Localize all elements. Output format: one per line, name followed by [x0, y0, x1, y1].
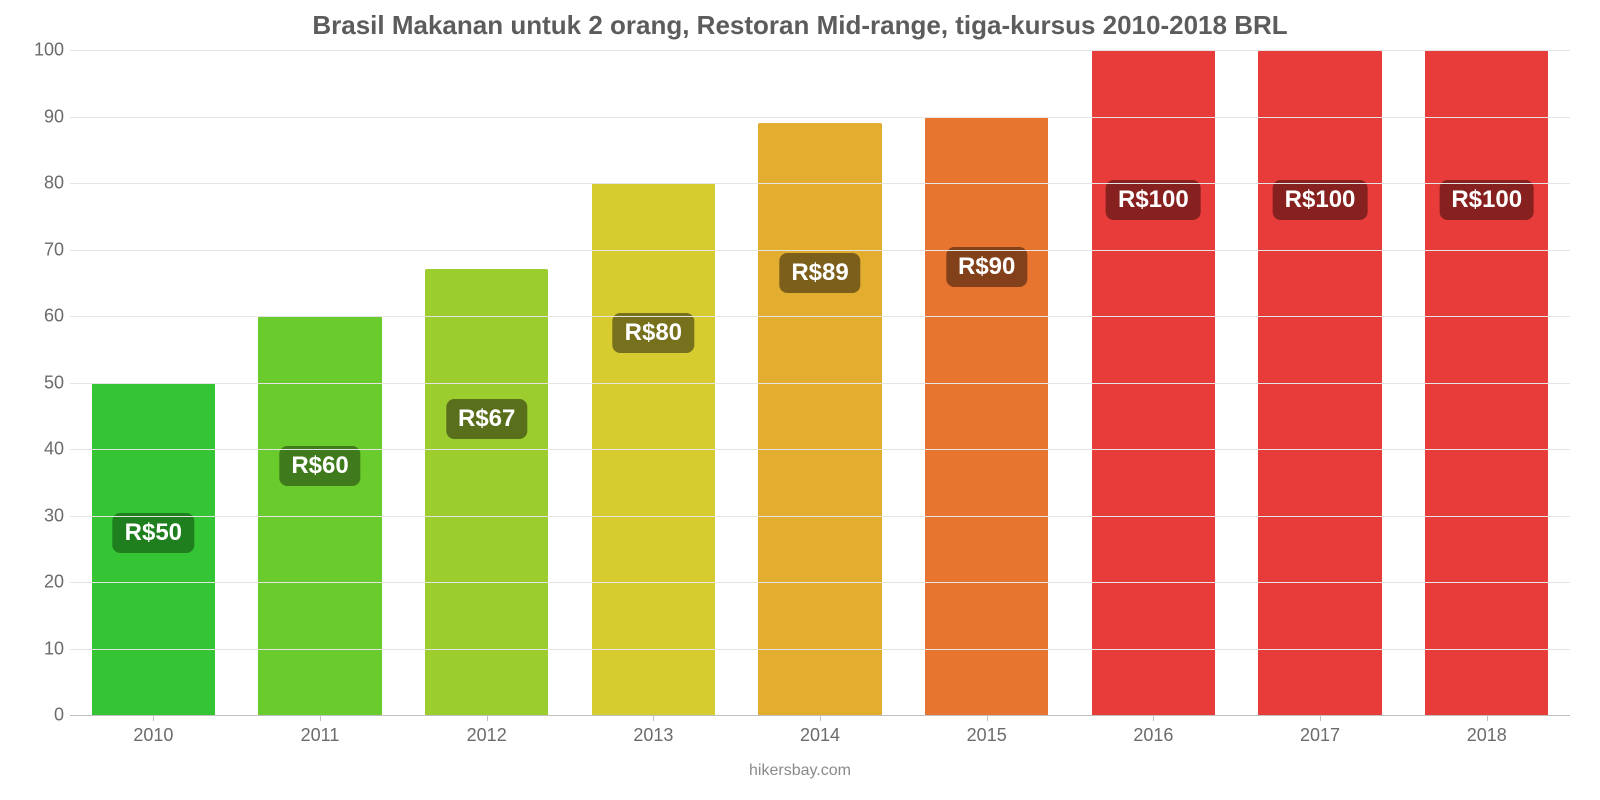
value-badge: R$60 [279, 446, 360, 486]
chart-container: Brasil Makanan untuk 2 orang, Restoran M… [0, 0, 1600, 800]
bar: R$90 [925, 117, 1048, 716]
x-tick-label: 2011 [237, 725, 404, 746]
gridline [70, 50, 1570, 51]
y-tick-label: 60 [30, 306, 64, 327]
plot-area: R$50R$60R$67R$80R$89R$90R$100R$100R$100 … [70, 50, 1570, 716]
x-tickmark [653, 715, 654, 721]
y-tick-label: 80 [30, 173, 64, 194]
value-badge: R$50 [113, 513, 194, 553]
x-tick-label: 2014 [737, 725, 904, 746]
x-tick-label: 2015 [903, 725, 1070, 746]
y-tick-label: 10 [30, 638, 64, 659]
value-badge: R$80 [613, 313, 694, 353]
x-tick-label: 2013 [570, 725, 737, 746]
gridline [70, 250, 1570, 251]
y-tick-label: 50 [30, 372, 64, 393]
value-badge: R$67 [446, 399, 527, 439]
gridline [70, 383, 1570, 384]
x-tickmark [487, 715, 488, 721]
x-tickmark [820, 715, 821, 721]
value-badge: R$89 [779, 253, 860, 293]
bar: R$89 [758, 123, 881, 715]
x-tick-label: 2010 [70, 725, 237, 746]
y-tick-label: 30 [30, 505, 64, 526]
x-tickmark [1153, 715, 1154, 721]
x-tick-label: 2016 [1070, 725, 1237, 746]
x-tickmark [1487, 715, 1488, 721]
bar: R$50 [92, 383, 215, 716]
x-tick-label: 2012 [403, 725, 570, 746]
x-tickmark [1320, 715, 1321, 721]
gridline [70, 449, 1570, 450]
x-axis: 201020112012201320142015201620172018 [70, 725, 1570, 746]
y-tick-label: 70 [30, 239, 64, 260]
value-badge: R$100 [1439, 180, 1534, 220]
x-tick-label: 2017 [1237, 725, 1404, 746]
value-badge: R$100 [1273, 180, 1368, 220]
chart-title: Brasil Makanan untuk 2 orang, Restoran M… [0, 0, 1600, 41]
gridline [70, 649, 1570, 650]
x-tickmark [320, 715, 321, 721]
y-tick-label: 100 [30, 40, 64, 61]
x-tickmark [987, 715, 988, 721]
y-tick-label: 40 [30, 439, 64, 460]
y-tick-label: 20 [30, 572, 64, 593]
gridline [70, 316, 1570, 317]
value-badge: R$90 [946, 247, 1027, 287]
y-tick-label: 90 [30, 106, 64, 127]
gridline [70, 582, 1570, 583]
gridline [70, 117, 1570, 118]
x-tick-label: 2018 [1403, 725, 1570, 746]
x-tickmark [153, 715, 154, 721]
gridline [70, 516, 1570, 517]
gridline [70, 183, 1570, 184]
value-badge: R$100 [1106, 180, 1201, 220]
y-tick-label: 0 [30, 705, 64, 726]
chart-footer: hikersbay.com [0, 762, 1600, 780]
